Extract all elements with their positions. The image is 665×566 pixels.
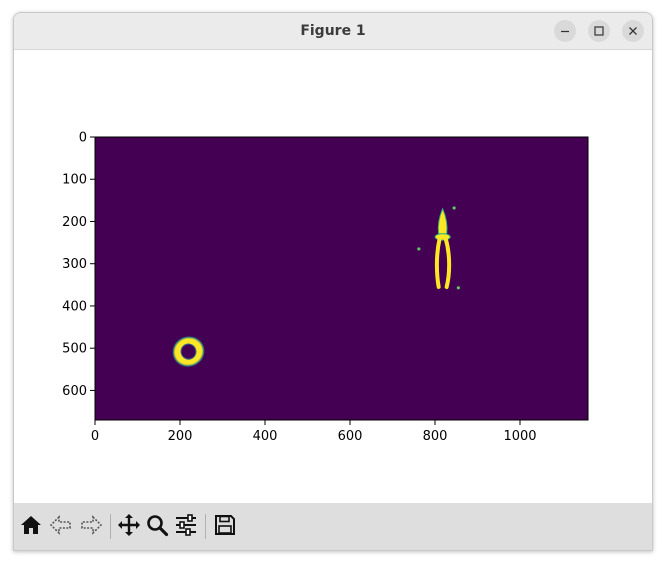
noise-dot	[452, 206, 456, 210]
home-button[interactable]	[18, 514, 44, 540]
ring-hole	[181, 344, 196, 359]
x-tick-label: 600	[338, 429, 363, 444]
window-title: Figure 1	[300, 23, 366, 39]
toolbar-separator	[205, 514, 206, 539]
back-button[interactable]	[48, 514, 74, 540]
close-button[interactable]	[622, 20, 644, 42]
x-tick-label: 200	[168, 429, 193, 444]
zoom-button[interactable]	[144, 514, 170, 540]
figure-canvas[interactable]: 0 200 400 600 800 1000 0 100 200 300 400 500 600	[14, 50, 652, 503]
pan-button[interactable]	[116, 514, 142, 540]
maximize-icon	[594, 26, 604, 36]
pliers-handle-left	[434, 236, 442, 289]
axes-frame	[94, 136, 589, 421]
y-tick-label: 0	[79, 131, 87, 146]
pliers-handle-right	[443, 236, 452, 289]
close-icon	[628, 26, 638, 36]
y-tick-label: 400	[62, 299, 87, 314]
home-icon	[19, 513, 43, 541]
save-button[interactable]	[212, 514, 238, 540]
arrow-right-icon	[79, 513, 103, 541]
x-tick-label: 400	[253, 429, 278, 444]
noise-dot	[417, 247, 421, 251]
figure-window: Figure 1 0 200 400 600 800 1000 0 100 200 300 400 5…	[13, 12, 653, 551]
plot-svg: 0 200 400 600 800 1000 0 100 200 300 400 500 600	[62, 131, 589, 444]
magnifier-icon	[145, 513, 169, 541]
image-background	[95, 137, 588, 420]
minimize-button[interactable]	[554, 20, 576, 42]
title-bar[interactable]: Figure 1	[14, 13, 652, 50]
navigation-toolbar	[14, 503, 652, 550]
x-tick-label: 800	[423, 429, 448, 444]
sliders-icon	[174, 513, 198, 541]
toolbar-separator	[110, 514, 111, 539]
y-tick-label: 200	[62, 215, 87, 230]
configure-subplots-button[interactable]	[173, 514, 199, 540]
y-tick-label: 600	[62, 384, 87, 399]
x-tick-label: 1000	[503, 429, 536, 444]
minimize-icon	[560, 26, 570, 36]
y-tick-label: 100	[62, 173, 87, 188]
y-tick-label: 300	[62, 257, 87, 272]
maximize-button[interactable]	[588, 20, 610, 42]
y-tick-label: 500	[62, 342, 87, 357]
x-tick-label: 0	[91, 429, 99, 444]
floppy-disk-icon	[213, 513, 237, 541]
forward-button[interactable]	[78, 514, 104, 540]
ring-shape	[172, 336, 205, 367]
noise-dot	[456, 286, 460, 290]
move-icon	[117, 513, 141, 541]
pliers-shape	[434, 207, 452, 289]
image-content	[172, 206, 460, 367]
arrow-left-icon	[49, 513, 73, 541]
